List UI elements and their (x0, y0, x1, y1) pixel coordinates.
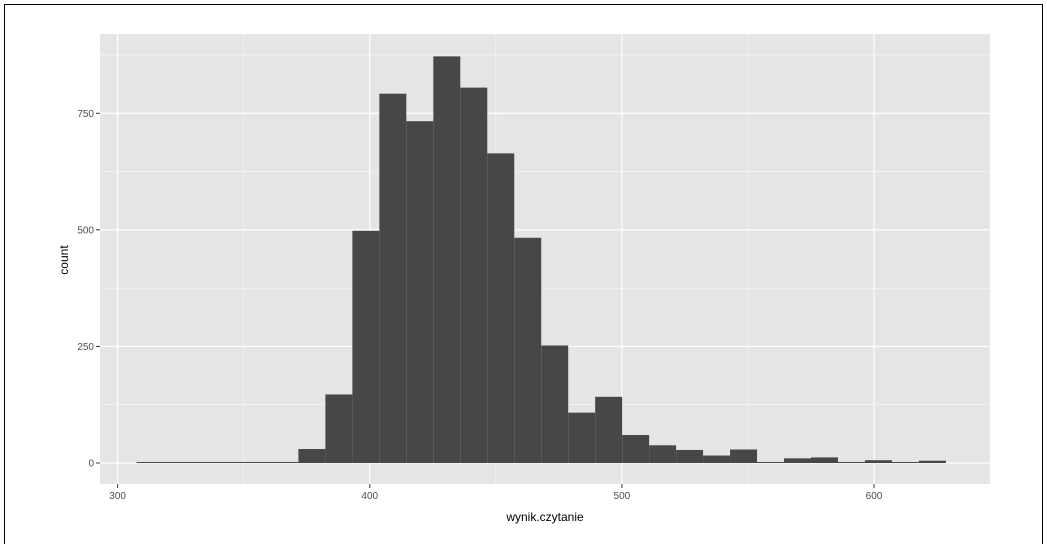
histogram-bar (244, 462, 272, 464)
histogram-bar (864, 460, 892, 464)
histogram-bar (163, 462, 191, 464)
histogram-bar (271, 462, 299, 464)
histogram-bar (595, 396, 623, 464)
y-tick-label: 500 (77, 225, 94, 236)
histogram-bar (325, 394, 353, 464)
histogram-bar (622, 435, 650, 464)
histogram-bar (784, 458, 811, 464)
histogram-bar (406, 121, 434, 464)
y-tick-label: 250 (77, 342, 94, 353)
histogram-bar (676, 449, 704, 464)
histogram-bar (568, 412, 596, 464)
histogram-bars (136, 56, 946, 464)
x-tick-label: 500 (614, 491, 631, 502)
histogram-bar (837, 462, 865, 464)
histogram-bar (891, 462, 919, 464)
histogram-bar (649, 445, 677, 464)
y-axis: 0 250 500 750 (77, 109, 100, 470)
x-axis-title: wynik.czytanie (505, 510, 584, 524)
histogram-bar (810, 457, 838, 464)
x-axis: 300 400 500 600 (109, 484, 883, 502)
x-tick-label: 400 (361, 491, 378, 502)
histogram-bar (514, 237, 542, 464)
y-tick-label: 750 (77, 109, 94, 120)
histogram-bar (757, 462, 785, 464)
histogram-bar (217, 462, 245, 464)
histogram-bar (190, 462, 218, 464)
histogram-bar (487, 153, 515, 464)
histogram-bar (918, 460, 946, 464)
histogram-bar (352, 230, 380, 464)
minor-gridlines (100, 34, 990, 484)
histogram-bar (730, 449, 758, 464)
y-axis-title: count (57, 245, 71, 275)
histogram-bar (460, 87, 488, 464)
x-tick-label: 600 (866, 491, 883, 502)
histogram-bar (298, 449, 326, 464)
y-tick-label: 0 (88, 459, 94, 470)
x-tick-label: 300 (109, 491, 126, 502)
histogram-bar (703, 455, 731, 464)
histogram-bar (379, 93, 407, 464)
histogram-bar (541, 345, 569, 464)
histogram-bar (136, 462, 164, 464)
histogram-bar (433, 56, 461, 464)
